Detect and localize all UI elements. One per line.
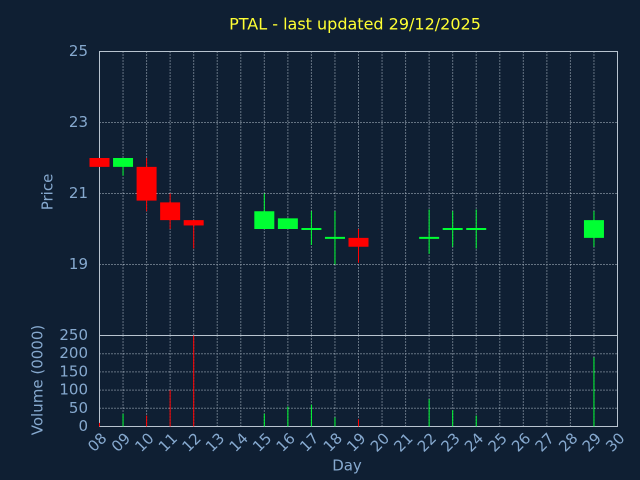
x-axis-label: Day [332,457,362,475]
candle-body [324,236,345,239]
candle-body [183,220,204,226]
y-tick-label: 25 [69,42,88,60]
y-tick-label: 100 [59,381,88,399]
y-tick-label: 150 [59,362,88,380]
y-tick-label: 50 [69,399,88,417]
candle-body [442,228,463,230]
y-tick-label: 19 [69,255,88,273]
candle-body [466,228,487,230]
candle-body [254,211,275,229]
candle-body [277,218,298,229]
candle-body [136,166,157,201]
candle-body [301,228,322,230]
candle-body [160,202,181,221]
y-tick-label: 23 [69,113,88,131]
candle-body [583,220,604,238]
candle-body [89,158,110,167]
y-tick-label: 0 [78,417,88,435]
y-axis-label: Price [39,174,57,211]
chart-title: PTAL - last updated 29/12/2025 [229,15,481,34]
y-tick-label: 250 [59,326,88,344]
candle-body [419,236,440,239]
candle-body [348,237,369,247]
y-axis-label: Volume (0000) [29,325,47,435]
candle-body [113,158,134,167]
y-tick-label: 21 [69,184,88,202]
y-tick-label: 200 [59,344,88,362]
